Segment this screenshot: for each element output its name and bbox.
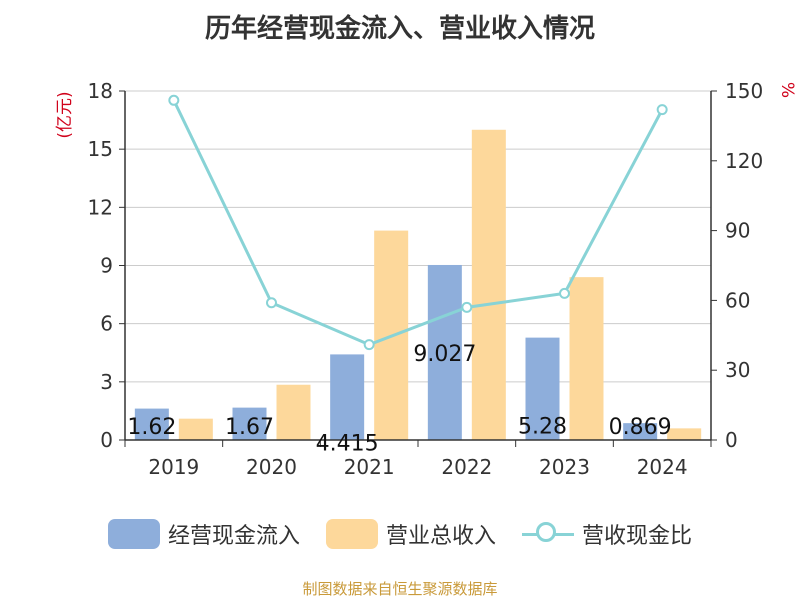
bars	[134, 129, 702, 440]
data-label-cash-inflow: 5.28	[518, 415, 567, 440]
data-label-cash-inflow: 1.67	[225, 415, 274, 440]
bar-cash-inflow	[232, 407, 267, 440]
legend-label-cash-inflow: 经营现金流入	[167, 524, 300, 549]
bar-cash-inflow	[525, 337, 560, 440]
legend-swatch-ratio	[522, 519, 574, 549]
y-right-tick-label: 30	[725, 358, 750, 382]
legend-swatch-revenue	[325, 519, 378, 549]
ratio-point	[461, 301, 473, 313]
data-label-cash-inflow: 1.62	[127, 415, 176, 440]
x-tick-label: 2020	[246, 455, 297, 479]
y-left-tick-label: 15	[88, 137, 113, 161]
ratio-line	[172, 99, 664, 347]
x-tick-label: 2024	[637, 455, 688, 479]
ratio-line-group	[168, 94, 668, 351]
y-right-tick-label: 0	[725, 428, 738, 452]
legend-item-ratio[interactable]: 营收现金比	[522, 518, 692, 550]
y-left-tick-label: 12	[88, 195, 113, 219]
bar-cash-inflow	[623, 423, 658, 440]
chart-title: 历年经营现金流入、营业收入情况	[204, 14, 595, 44]
grid-lines	[125, 90, 711, 383]
y-left-axis-label: (亿元)	[55, 91, 75, 138]
y-left-tick-label: 6	[100, 312, 113, 336]
x-tick-label: 2019	[148, 455, 199, 479]
axes: 0 3 6 9 12 15 18 0 30 60 90 120 150 (亿元)% 2019 2020 2021…	[55, 79, 797, 479]
legend-item-cash-inflow[interactable]: 经营现金流入	[107, 518, 300, 550]
data-label-cash-inflow: 4.415	[316, 431, 379, 456]
bar-revenue	[667, 428, 702, 440]
x-tick-label: 2022	[441, 455, 492, 479]
legend-label-revenue: 营业总收入	[385, 524, 496, 549]
ratio-point	[656, 104, 668, 116]
data-labels: 1.62 1.67 4.415 9.027 5.28 0.869	[127, 342, 671, 456]
x-tick-label: 2021	[344, 455, 395, 479]
legend-item-revenue[interactable]: 营业总收入	[325, 518, 496, 550]
bar-revenue	[178, 418, 213, 440]
bar-cash-inflow	[134, 408, 169, 440]
y-left-tick-label: 9	[100, 254, 113, 278]
y-right-tick-label: 90	[725, 219, 750, 243]
data-label-cash-inflow: 0.869	[609, 415, 672, 440]
ratio-point	[559, 287, 570, 299]
data-label-cash-inflow: 9.027	[413, 342, 476, 367]
legend-swatch-cash-inflow	[107, 519, 160, 549]
ratio-point	[363, 339, 375, 351]
x-tick-label: 2023	[539, 455, 590, 479]
y-left-tick-label: 18	[88, 79, 113, 103]
ratio-point	[168, 94, 180, 106]
legend: 经营现金流入 营业总收入 营收现金比	[0, 516, 800, 552]
legend-label-ratio: 营收现金比	[582, 524, 693, 549]
source-note: 制图数据来自恒生聚源数据库	[302, 580, 498, 598]
y-right-tick-label: 150	[725, 79, 763, 103]
y-left-tick-label: 3	[100, 370, 113, 394]
bar-revenue	[471, 129, 506, 440]
y-right-tick-label: 120	[725, 149, 763, 173]
bar-revenue	[569, 277, 604, 440]
y-left-tick-label: 0	[100, 428, 113, 452]
ratio-point	[266, 297, 277, 309]
y-right-tick-label: 60	[725, 288, 750, 312]
bar-revenue	[276, 384, 311, 440]
bar-cash-inflow	[427, 264, 462, 440]
y-right-axis-label: %	[777, 82, 797, 98]
bar-cash-inflow	[330, 354, 365, 440]
